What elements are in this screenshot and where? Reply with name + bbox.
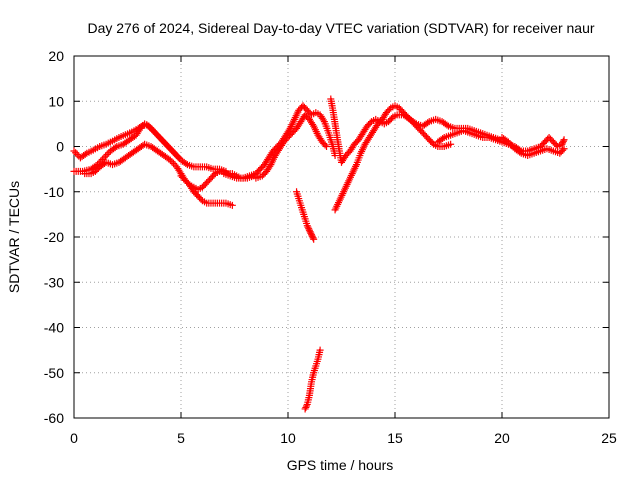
y-tick-label: 0 xyxy=(56,139,64,155)
data-point xyxy=(301,405,309,413)
data-point xyxy=(210,171,218,179)
y-tick-label: 20 xyxy=(48,48,64,64)
data-point xyxy=(166,156,174,164)
series-track-6 xyxy=(252,111,331,182)
data-point xyxy=(309,234,317,242)
axis-ticks xyxy=(73,55,610,419)
data-point xyxy=(560,145,568,153)
data-point xyxy=(70,147,78,155)
data-point xyxy=(72,149,80,157)
data-point xyxy=(228,201,236,209)
data-point xyxy=(306,228,314,236)
data-point xyxy=(310,235,318,243)
data-point xyxy=(73,150,81,158)
data-point xyxy=(559,146,567,154)
data-point xyxy=(307,229,315,237)
series-track-4 xyxy=(177,172,236,209)
data-point xyxy=(316,346,324,354)
data-point xyxy=(366,119,374,127)
data-point xyxy=(266,162,274,170)
x-tick-label: 0 xyxy=(70,430,78,446)
y-tick-label: -50 xyxy=(44,365,64,381)
data-point xyxy=(411,119,419,127)
x-axis-label: GPS time / hours xyxy=(287,457,394,473)
x-tick-label: 10 xyxy=(280,430,296,446)
data-point xyxy=(302,403,310,411)
y-tick-labels: -60 -50 -40 -30 -20 -10 0 10 20 xyxy=(44,48,64,426)
data-point xyxy=(305,226,313,234)
data-point xyxy=(182,159,190,167)
data-point xyxy=(111,144,119,152)
data-point xyxy=(81,150,89,158)
data-point xyxy=(323,143,331,150)
data-point xyxy=(321,141,329,149)
data-point xyxy=(308,232,316,240)
grid-lines xyxy=(74,56,609,418)
y-axis-label: SDTVAR / TECUs xyxy=(6,181,22,293)
data-point xyxy=(173,152,181,160)
data-point xyxy=(170,159,178,167)
x-tick-label: 15 xyxy=(387,430,403,446)
series-track-2 xyxy=(70,120,183,175)
data-point xyxy=(504,138,512,146)
y-tick-label: -20 xyxy=(44,229,64,245)
series-track-11 xyxy=(434,127,568,155)
series-track-8 xyxy=(301,346,324,413)
data-point xyxy=(506,140,514,148)
chart-title: Day 276 of 2024, Sidereal Day-to-day VTE… xyxy=(87,20,594,36)
data-point xyxy=(443,121,451,129)
data-point xyxy=(319,116,327,124)
data-point xyxy=(447,140,455,148)
data-point xyxy=(560,136,568,144)
series-track-10 xyxy=(327,95,504,166)
data-point xyxy=(559,139,567,147)
x-tick-labels: 0 5 10 15 20 25 xyxy=(70,430,617,446)
data-point xyxy=(424,119,432,127)
data-point xyxy=(303,222,311,230)
data-point xyxy=(168,158,176,166)
data-point xyxy=(508,141,516,149)
series-track-12 xyxy=(498,133,568,160)
data-point xyxy=(102,152,110,160)
data-point xyxy=(558,140,566,148)
data-point xyxy=(387,115,395,123)
y-tick-label: -30 xyxy=(44,274,64,290)
data-point xyxy=(197,195,205,203)
data-point xyxy=(103,150,111,158)
data-point xyxy=(303,402,311,410)
data-point xyxy=(175,154,183,162)
x-tick-label: 25 xyxy=(601,430,617,446)
y-tick-label: 10 xyxy=(48,93,64,109)
y-tick-label: -10 xyxy=(44,184,64,200)
data-point xyxy=(439,135,447,143)
data-point xyxy=(428,139,436,147)
data-point xyxy=(305,225,313,233)
x-tick-label: 5 xyxy=(177,430,185,446)
series-track-7 xyxy=(293,188,318,243)
data-point xyxy=(308,231,316,239)
data-point xyxy=(516,148,524,156)
x-tick-label: 20 xyxy=(494,430,510,446)
data-point xyxy=(559,137,567,145)
data-point xyxy=(304,223,312,231)
y-tick-label: -60 xyxy=(44,410,64,426)
data-point xyxy=(385,106,393,114)
data-points xyxy=(70,95,568,413)
y-tick-label: -40 xyxy=(44,320,64,336)
data-point xyxy=(309,120,317,128)
